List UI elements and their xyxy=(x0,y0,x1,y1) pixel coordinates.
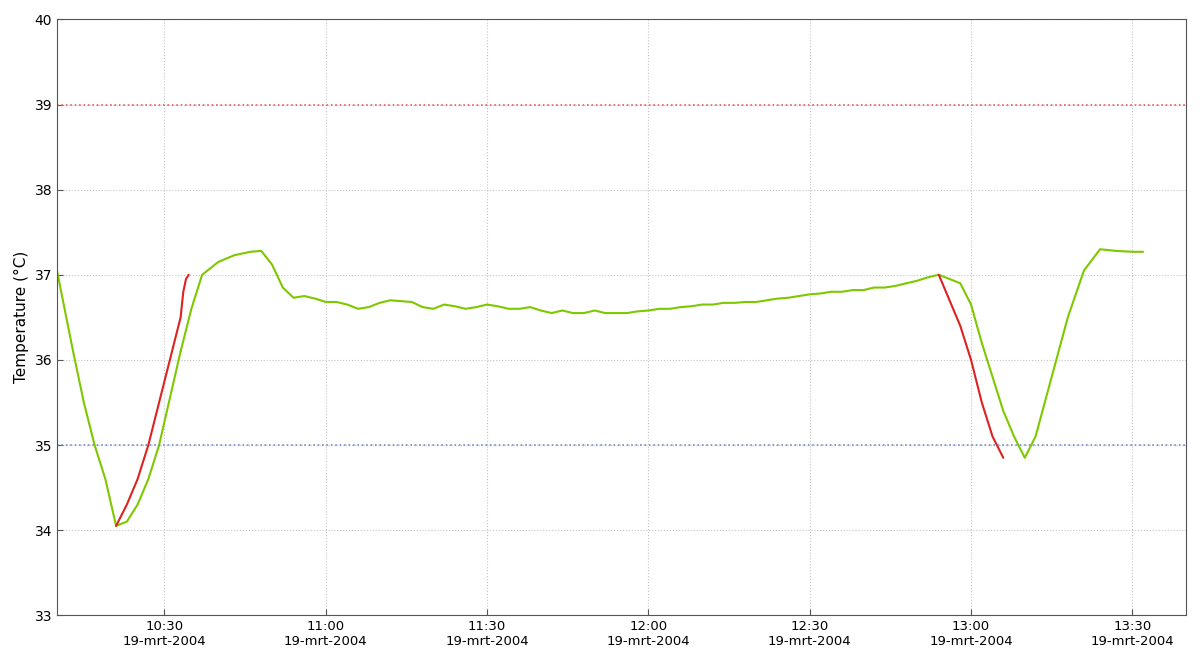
Y-axis label: Temperature (°C): Temperature (°C) xyxy=(14,251,29,383)
